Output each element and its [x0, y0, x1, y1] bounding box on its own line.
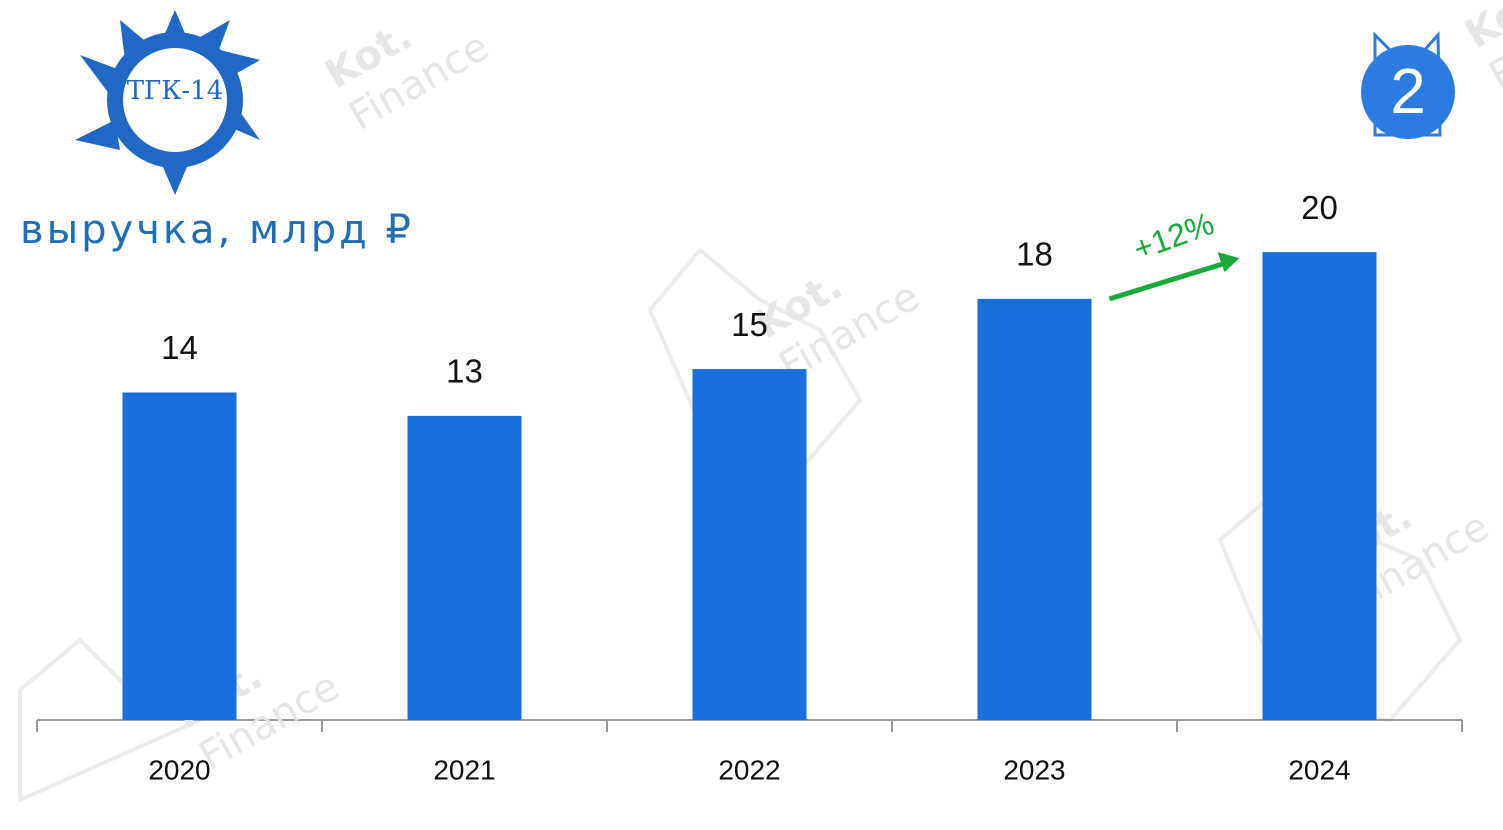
- watermark-brand: Kot.: [1458, 0, 1503, 58]
- bar: [977, 298, 1092, 720]
- bar: [407, 415, 522, 720]
- data-label: 18: [1016, 236, 1053, 273]
- x-tick-label: 2022: [718, 754, 780, 785]
- badge: 2: [1361, 31, 1455, 139]
- data-label: 13: [446, 353, 483, 390]
- logo-text: ТГК-14: [127, 76, 224, 106]
- bar: [1262, 252, 1377, 720]
- bar: [692, 369, 807, 720]
- data-label: 14: [161, 329, 198, 366]
- chart-title: выручка, млрд ₽: [20, 207, 414, 253]
- x-tick-label: 2021: [433, 754, 495, 785]
- bar: [122, 392, 237, 720]
- badge-text: 2: [1390, 55, 1426, 127]
- data-label: 15: [731, 306, 768, 343]
- watermark: Kot.Finance: [318, 12, 498, 139]
- x-tick-label: 2020: [148, 754, 210, 785]
- logo: ТГК-14: [75, 10, 260, 195]
- annotation: +12%: [1129, 205, 1219, 267]
- annotation-arrow: [1108, 260, 1227, 302]
- category-ticks: [36, 720, 1463, 732]
- watermark: Kot.Finance: [748, 262, 928, 389]
- watermark: Kot.Finance: [1458, 0, 1503, 100]
- data-label: 20: [1301, 189, 1338, 226]
- annotation-arrowhead: [1217, 252, 1240, 273]
- x-tick-label: 2023: [1003, 754, 1065, 785]
- x-tick-label: 2024: [1288, 754, 1350, 785]
